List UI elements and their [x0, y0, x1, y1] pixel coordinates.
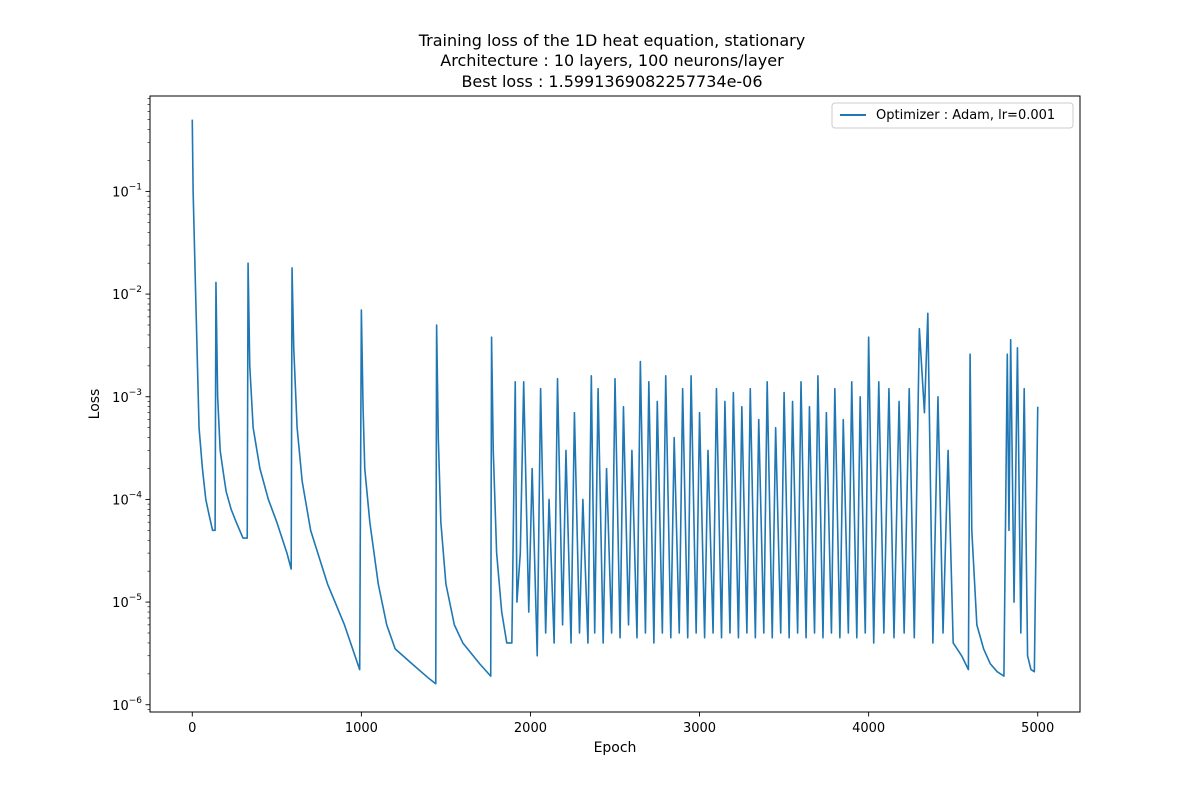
- legend: Optimizer : Adam, lr=0.001: [831, 102, 1074, 129]
- chart-title: Training loss of the 1D heat equation, s…: [418, 31, 805, 91]
- chart-title-line-2: Architecture : 10 layers, 100 neurons/la…: [440, 51, 784, 70]
- x-tick-label: 4000: [852, 721, 885, 736]
- y-axis: 10−6 10−5 10−4 10−3 10−2 10−1: [112, 98, 150, 714]
- y-axis-label: Loss: [87, 389, 103, 420]
- x-axis-label: Epoch: [594, 740, 637, 756]
- legend-box: [831, 102, 1074, 129]
- axes-frame: [149, 95, 1081, 713]
- x-tick-label: 1000: [345, 721, 378, 736]
- x-tick-label: 2000: [514, 721, 547, 736]
- chart-title-line-1: Training loss of the 1D heat equation, s…: [418, 31, 805, 50]
- y-tick-label: 10−2: [112, 285, 142, 303]
- x-tick-label: 5000: [1021, 721, 1054, 736]
- plot-area: [191, 119, 1039, 685]
- chart-title-line-3: Best loss : 1.5991369082257734e-06: [461, 72, 762, 91]
- y-tick-label: 10−4: [112, 490, 142, 508]
- x-axis: 0 1000 2000 3000 4000 5000: [188, 712, 1054, 736]
- x-tick-label: 0: [188, 721, 196, 736]
- x-tick-label: 3000: [683, 721, 716, 736]
- legend-entry-label: Optimizer : Adam, lr=0.001: [876, 108, 1055, 123]
- y-tick-label: 10−6: [112, 696, 142, 714]
- loss-series-line-0: [191, 119, 1039, 685]
- y-tick-label: 10−1: [112, 182, 142, 200]
- y-tick-label: 10−3: [112, 388, 142, 406]
- y-tick-label: 10−5: [112, 593, 142, 611]
